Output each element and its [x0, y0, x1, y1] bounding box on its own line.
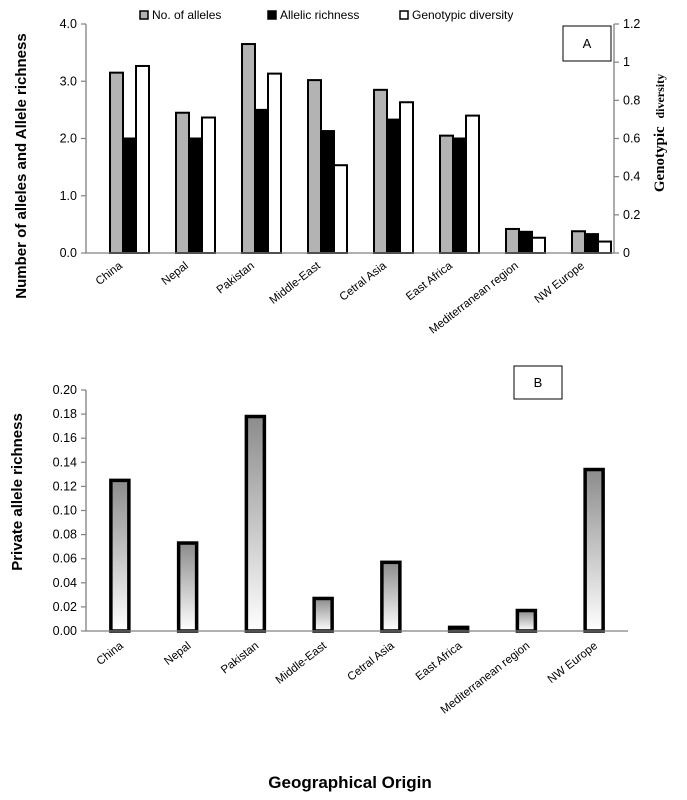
- chart-a-left-tick-label: 0.0: [60, 246, 77, 260]
- chart-b-bars: [109, 414, 605, 633]
- chart-b-bar-middle-east: [312, 596, 334, 633]
- chart-a-bar-no-of-alleles-nepal: [175, 111, 190, 254]
- chart-a-left-tick-label: 2.0: [60, 132, 77, 146]
- chart-a-bar-allelic-richness-cetral-asia: [386, 118, 401, 254]
- chart-b-ylabel: Private allele richness: [9, 413, 26, 571]
- chart-b-axes: [81, 389, 628, 632]
- chart-b-tick-label: 0.18: [53, 407, 77, 421]
- chart-a-category-label: China: [94, 260, 126, 288]
- chart-a-legend-swatch-allelic-richness: [267, 10, 277, 20]
- chart-b-category-label: East Africa: [414, 640, 465, 684]
- chart-b-category-label: China: [95, 640, 127, 668]
- chart-b-tick-label: 0.20: [53, 383, 77, 397]
- chart-b-category-label: NW Europe: [546, 640, 600, 686]
- chart-b-category-label: Cetral Asia: [346, 640, 398, 684]
- chart-a-ylabel: Number of alleles and Allele richness: [13, 33, 30, 298]
- chart-b-category-label: Pakistan: [219, 640, 261, 677]
- chart-a-category-label: Pakistan: [215, 260, 257, 297]
- chart-a-category-label: NW Europe: [533, 260, 587, 306]
- chart-a-category-label: East Africa: [404, 260, 455, 304]
- chart-b-bar-nw-europe: [583, 467, 605, 633]
- chart-a-legend-swatch-no-of-alleles: [139, 10, 149, 20]
- chart-a-bar-allelic-richness-east-africa: [452, 137, 467, 254]
- chart-a-bar-genotypic-diversity-nw-europe: [597, 240, 612, 255]
- chart-b-panel-label: B: [513, 365, 563, 400]
- chart-a-legend: No. of alleles Allelic richness Genotypic …: [139, 8, 513, 22]
- chart-b-category-labels: China Nepal Pakistan Middle-East Cetral Asia…: [95, 639, 600, 716]
- chart-b-category-label: Middle-East: [274, 639, 330, 686]
- chart-b-tick-label: 0.04: [53, 576, 77, 590]
- chart-a-y2label-part-2: diversity: [653, 74, 667, 119]
- chart-a-right-tick-labels: 0 0.2 0.4 0.6 0.8 1 1.2: [623, 17, 640, 260]
- chart-b-tick-labels: 0.00 0.02 0.04 0.06 0.08 0.10 0.12 0.14 0.16 0.18…: [53, 383, 77, 638]
- chart-a-category-label: Middle-East: [268, 259, 324, 306]
- chart-a-bar-no-of-alleles-east-africa: [439, 134, 454, 254]
- chart-a-bar-allelic-richness-nw-europe: [584, 233, 599, 254]
- chart-a-right-tick-label: 0.2: [623, 208, 640, 222]
- chart-b-bar-cetral-asia: [380, 560, 402, 633]
- chart-b-tick-label: 0.12: [53, 479, 77, 493]
- chart-a-bar-genotypic-diversity-east-africa: [465, 114, 480, 254]
- chart-a-bar-genotypic-diversity-pakistan: [267, 72, 282, 254]
- chart-a-bar-genotypic-diversity-mediterranean-region: [531, 236, 546, 255]
- chart-b-xlabel: Geographical Origin: [268, 773, 431, 792]
- chart-b-bar-china: [109, 478, 131, 633]
- chart-a-legend-label-no-of-alleles: No. of alleles: [152, 8, 221, 22]
- chart-a-legend-label-genotypic-diversity: Genotypic diversity: [412, 8, 513, 22]
- chart-a-y2label: Genotypic diversity: [652, 74, 668, 192]
- chart-b-tick-label: 0.08: [53, 528, 77, 542]
- chart-a-right-tick-label: 0.6: [623, 132, 640, 146]
- chart-b-tick-label: 0.14: [53, 455, 77, 469]
- chart-a-bar-allelic-richness-middle-east: [320, 130, 335, 254]
- chart-b-tick-label: 0.06: [53, 552, 77, 566]
- chart-a-bar-genotypic-diversity-nepal: [201, 116, 216, 254]
- chart-a-category-labels: China Nepal Pakistan Middle-East Cetral Asia…: [94, 259, 587, 336]
- chart-a-category-label: Nepal: [160, 260, 191, 288]
- chart-a-right-tick-label: 0: [623, 246, 630, 260]
- chart-a-panel-label: A: [562, 25, 612, 62]
- chart-a: 0.0 1.0 2.0 3.0 4.0 0 0.2 0.4 0.6 0.8 1 1.2 China N…: [13, 8, 668, 337]
- chart-a-right-tick-label: 1.2: [623, 17, 640, 31]
- chart-b-bar-pakistan: [244, 414, 267, 633]
- chart-a-bar-allelic-richness-pakistan: [254, 108, 269, 254]
- chart-a-bar-no-of-alleles-pakistan: [241, 43, 256, 254]
- chart-b-tick-label: 0.16: [53, 431, 77, 445]
- chart-a-bar-allelic-richness-nepal: [188, 137, 203, 254]
- chart-b: 0.00 0.02 0.04 0.06 0.08 0.10 0.12 0.14 0.16 0.18…: [9, 365, 628, 792]
- chart-a-left-tick-label: 4.0: [60, 17, 77, 31]
- chart-a-bar-allelic-richness-china: [122, 137, 137, 254]
- chart-a-bars: [109, 43, 612, 255]
- chart-b-tick-label: 0.10: [53, 504, 77, 518]
- chart-a-left-tick-label: 1.0: [60, 189, 77, 203]
- chart-a-bar-no-of-alleles-mediterranean-region: [505, 227, 520, 255]
- chart-a-bar-no-of-alleles-middle-east: [307, 79, 322, 255]
- chart-a-category-label: Cetral Asia: [338, 260, 390, 304]
- chart-b-bar-mediterranean-region: [515, 608, 538, 633]
- chart-b-panel-label-text: B: [534, 375, 543, 390]
- chart-a-bar-genotypic-diversity-china: [135, 64, 150, 254]
- chart-a-bar-genotypic-diversity-middle-east: [333, 164, 348, 254]
- chart-a-bar-allelic-richness-mediterranean-region: [518, 230, 533, 255]
- chart-a-left-tick-labels: 0.0 1.0 2.0 3.0 4.0: [60, 17, 77, 260]
- chart-b-category-label: Nepal: [162, 640, 193, 668]
- chart-a-legend-swatch-genotypic-diversity: [399, 10, 409, 20]
- chart-b-bar-nepal: [176, 541, 199, 633]
- chart-b-tick-label: 0.00: [53, 624, 77, 638]
- chart-a-bar-genotypic-diversity-cetral-asia: [399, 101, 414, 254]
- chart-a-bar-no-of-alleles-cetral-asia: [373, 88, 388, 255]
- chart-a-axes: [81, 23, 619, 254]
- chart-a-y2label-part-1: Genotypic: [652, 126, 668, 192]
- chart-a-left-tick-label: 3.0: [60, 74, 77, 88]
- chart-a-right-tick-label: 0.8: [623, 93, 640, 107]
- chart-a-bar-no-of-alleles-china: [109, 71, 124, 254]
- chart-a-right-tick-label: 0.4: [623, 170, 640, 184]
- chart-a-right-tick-label: 1: [623, 55, 630, 69]
- chart-b-tick-label: 0.02: [53, 600, 77, 614]
- chart-a-bar-no-of-alleles-nw-europe: [571, 230, 586, 254]
- chart-a-panel-label-text: A: [583, 36, 592, 51]
- chart-a-legend-label-allelic-richness: Allelic richness: [280, 8, 359, 22]
